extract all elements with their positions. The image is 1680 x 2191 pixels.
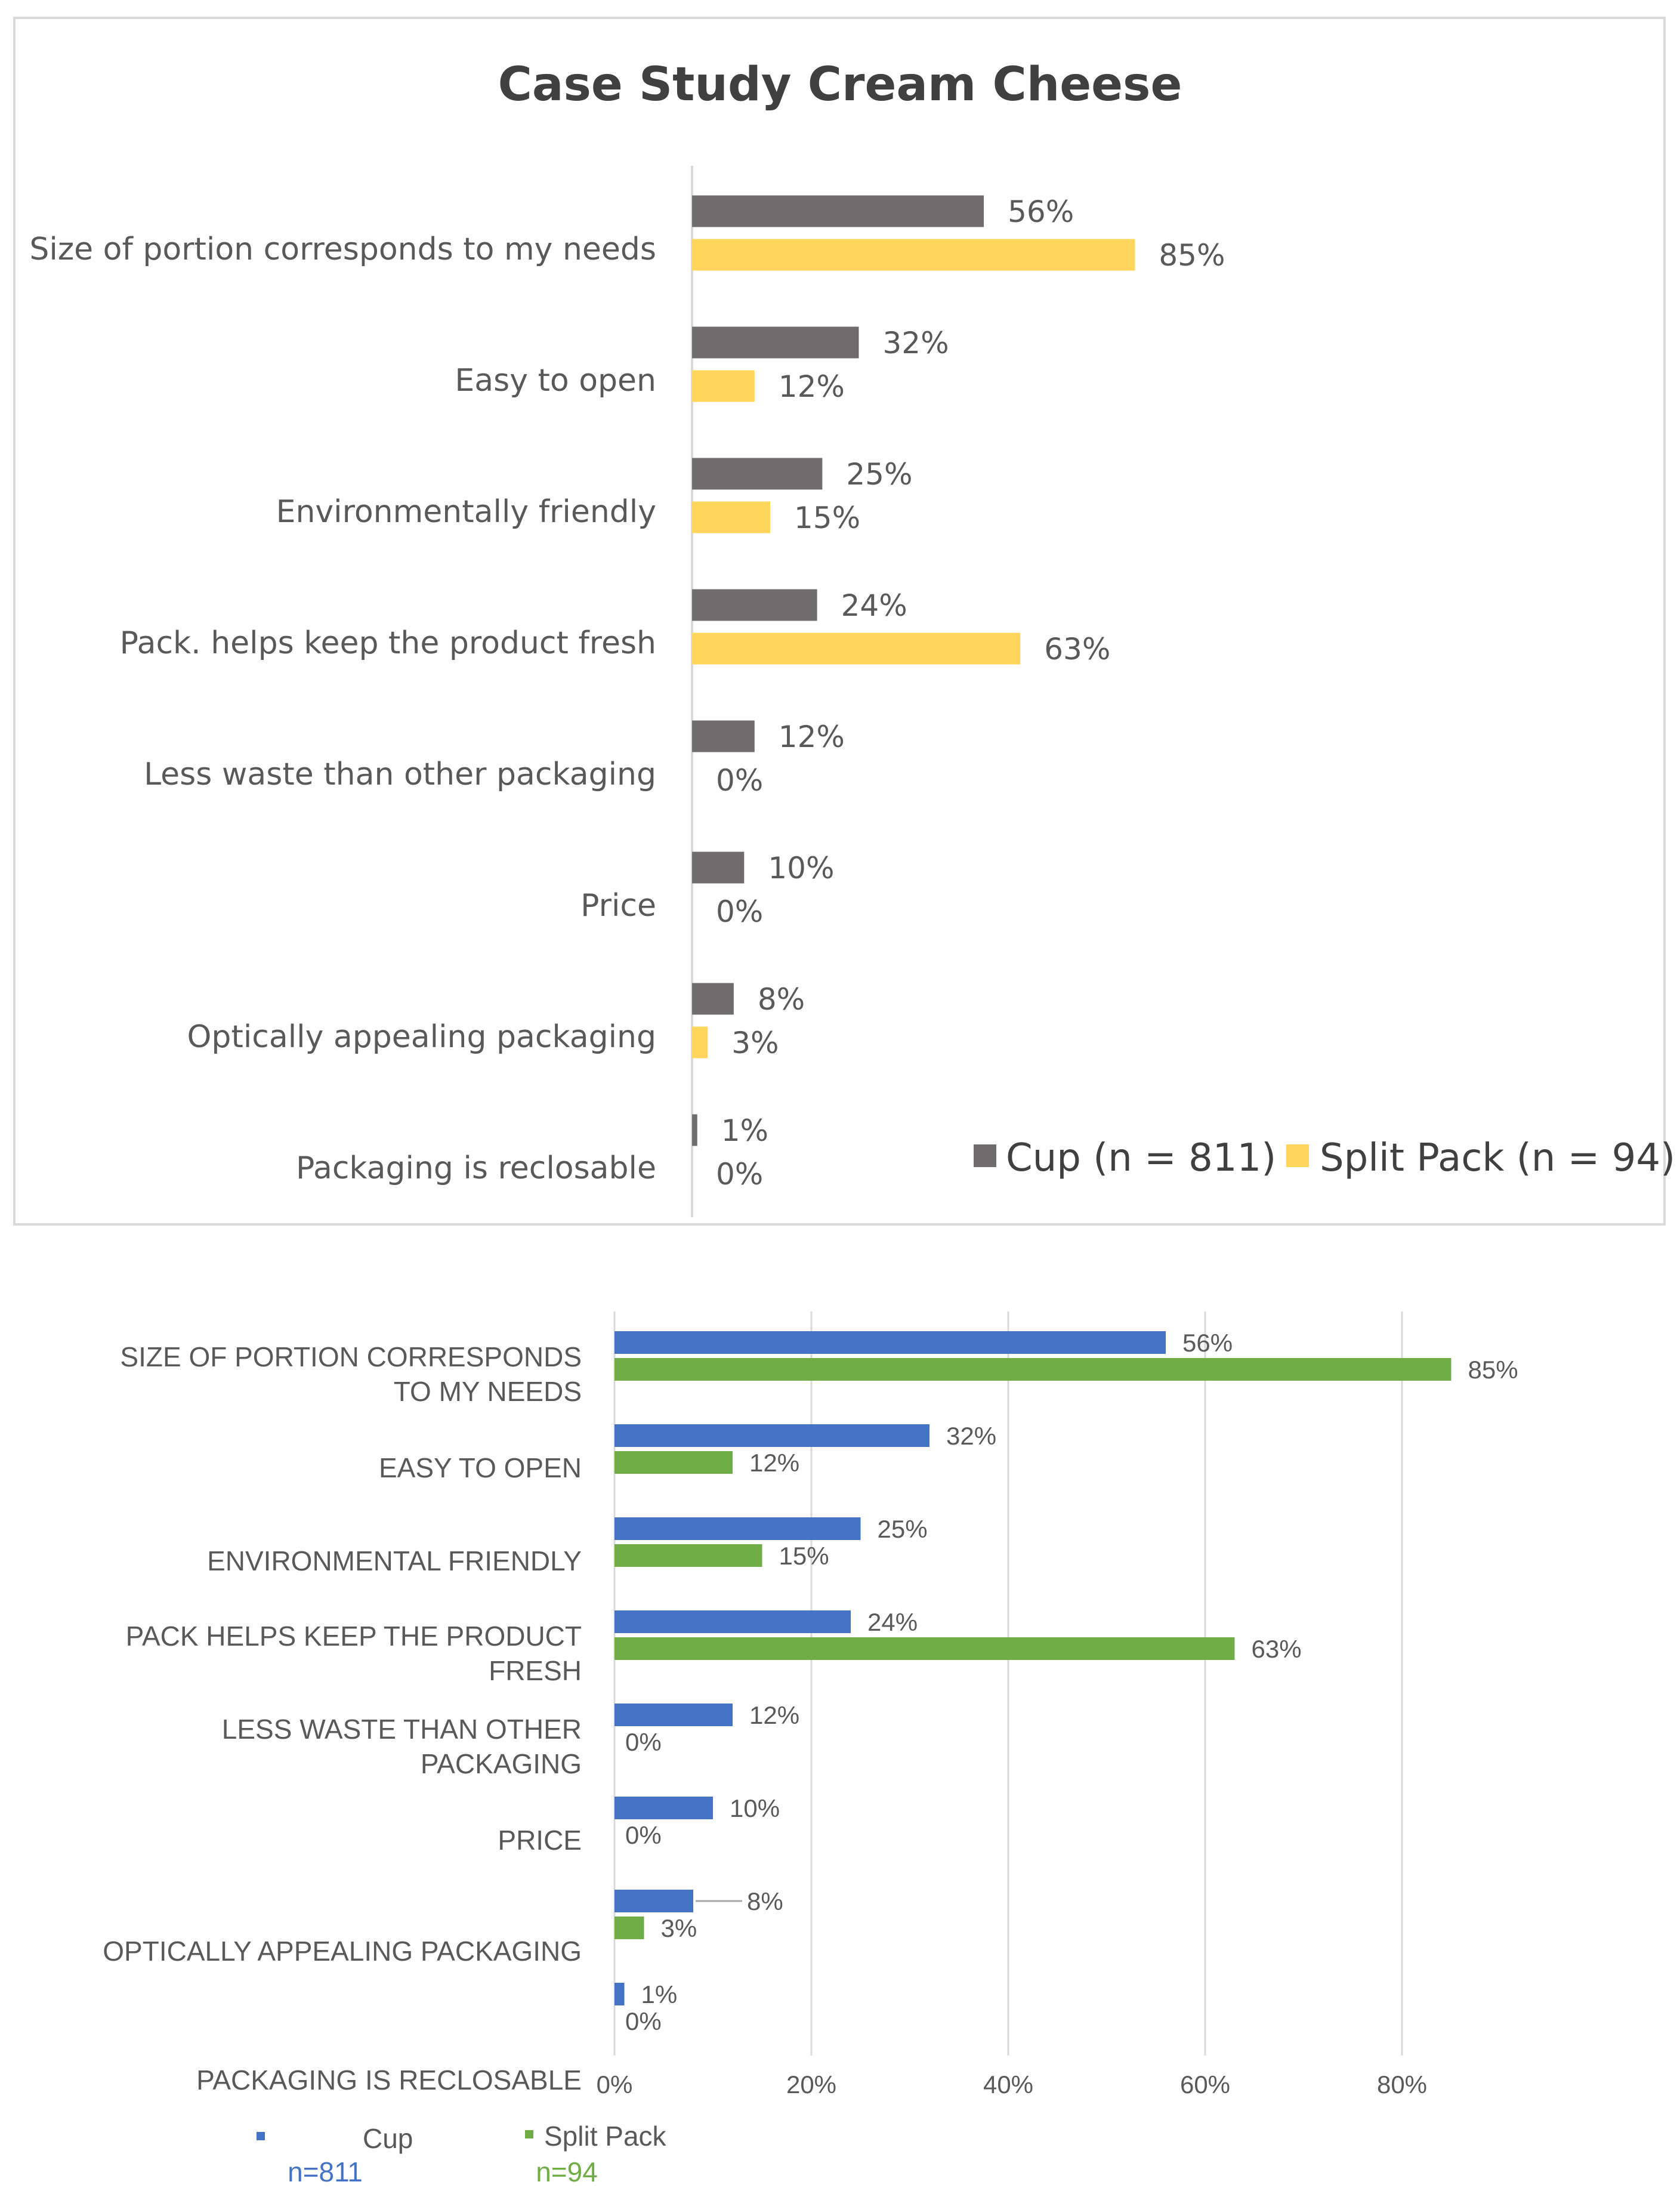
chart-1-bar-split-pack-pack-helps-keep-the-product-fresh [692, 632, 1021, 665]
chart-2-data-label-split-pack-size-of-portion-corresponds-to-my-needs: 85% [1468, 1356, 1518, 1384]
chart-1-bar-split-pack-environmentally-friendly [692, 501, 771, 533]
chart-1-bar-cup-less-waste-than-other-packaging [692, 720, 755, 752]
chart-2-data-label-cup-optically-appealing-packaging: 8% [747, 1887, 783, 1915]
chart-2-legend-swatch-cup [257, 2132, 265, 2140]
chart-2-category-label-pack-helps-keep-the-product-fresh-line-2: FRESH [489, 1655, 582, 1686]
chart-2-data-label-split-pack-less-waste-than-other-packaging: 0% [625, 1728, 662, 1756]
chart-2-data-label-split-pack-price: 0% [625, 1821, 662, 1849]
chart-2-data-label-cup-price: 10% [730, 1794, 780, 1822]
chart-1-data-label-split-pack-size-of-portion-corresponds-to-my-needs: 85% [1159, 238, 1225, 273]
chart-2-legend-label-split-pack: Split Pack [544, 2121, 667, 2152]
chart-1-data-label-cup-easy-to-open: 32% [882, 326, 949, 360]
chart-2-x-tick-0: 0% [597, 2070, 633, 2099]
chart-1-legend-label-cup: Cup (n = 811) [1006, 1136, 1276, 1180]
chart-2-category-label-pack-helps-keep-the-product-fresh: PACK HELPS KEEP THE PRODUCT [126, 1621, 582, 1652]
chart-1-bar-cup-packaging-is-reclosable [692, 1114, 697, 1146]
chart-2-data-label-split-pack-easy-to-open: 12% [749, 1449, 799, 1477]
chart-1-data-label-cup-price: 10% [768, 851, 834, 885]
chart-2-bar-cup-environmental-friendly [614, 1517, 861, 1540]
chart-1-title: Case Study Cream Cheese [498, 58, 1182, 112]
chart-2-category-label-price: PRICE [498, 1825, 582, 1856]
chart-2-x-tick-20: 20% [786, 2070, 836, 2099]
chart-1-category-label-environmentally-friendly: Environmentally friendly [276, 494, 656, 530]
chart-2-category-label-easy-to-open: EASY TO OPEN [379, 1452, 582, 1483]
chart-2-data-label-cup-easy-to-open: 32% [946, 1422, 996, 1450]
chart-2-bar-cup-price [614, 1797, 713, 1819]
chart-2-bar-cup-optically-appealing-packaging [614, 1890, 693, 1912]
chart-1-legend-label-split-pack: Split Pack (n = 94) [1320, 1136, 1675, 1180]
chart-1-category-label-optically-appealing-packaging: Optically appealing packaging [187, 1019, 657, 1055]
chart-2-data-label-cup-size-of-portion-corresponds-to-my-needs: 56% [1182, 1329, 1233, 1357]
chart-2-bar-cup-packaging-is-reclosable [614, 1983, 625, 2005]
chart-2-data-label-cup-pack-helps-keep-the-product-fresh: 24% [867, 1608, 918, 1636]
chart-2-bar-split-pack-easy-to-open [614, 1451, 733, 1474]
chart-1-bar-split-pack-optically-appealing-packaging [692, 1026, 708, 1059]
chart-2-data-label-cup-environmental-friendly: 25% [878, 1515, 928, 1543]
chart-1-category-label-easy-to-open: Easy to open [455, 363, 656, 399]
chart-2-bar-cup-size-of-portion-corresponds-to-my-needs [614, 1331, 1166, 1354]
chart-2-legend-label-cup: Cup [363, 2123, 413, 2154]
chart-1-legend-swatch-split-pack [1286, 1144, 1309, 1167]
chart-2-data-label-split-pack-optically-appealing-packaging: 3% [661, 1914, 697, 1942]
chart-2-data-label-cup-packaging-is-reclosable: 1% [641, 1980, 678, 2008]
chart-2-legend-sublabel-split-pack: n=94 [536, 2156, 598, 2187]
chart-1-data-label-split-pack-pack-helps-keep-the-product-fresh: 63% [1044, 632, 1110, 666]
chart-1-category-label-price: Price [580, 888, 656, 924]
chart-2-category-label-size-of-portion-corresponds-to-my-needs: SIZE OF PORTION CORRESPONDS [120, 1341, 582, 1372]
chart-2-bar-split-pack-optically-appealing-packaging [614, 1917, 644, 1939]
chart-1-data-label-cup-packaging-is-reclosable: 1% [721, 1113, 768, 1148]
chart-2-x-tick-40: 40% [983, 2070, 1033, 2099]
chart-1-bar-split-pack-easy-to-open [692, 370, 755, 402]
chart-2-data-label-split-pack-packaging-is-reclosable: 0% [625, 2007, 662, 2035]
chart-2-category-label-packaging-is-reclosable: PACKAGING IS RECLOSABLE [196, 2065, 582, 2096]
chart-1-data-label-split-pack-optically-appealing-packaging: 3% [731, 1026, 779, 1060]
chart-1-category-label-size-of-portion-corresponds-to-my-needs: Size of portion corresponds to my needs [29, 232, 656, 267]
chart-1-bar-cup-pack-helps-keep-the-product-fresh [692, 589, 817, 621]
chart-2-bar-split-pack-pack-helps-keep-the-product-fresh [614, 1637, 1235, 1660]
chart-1-data-label-split-pack-packaging-is-reclosable: 0% [716, 1157, 763, 1192]
chart-1-bar-split-pack-size-of-portion-corresponds-to-my-needs [692, 239, 1135, 271]
chart-1-data-label-cup-environmentally-friendly: 25% [846, 457, 912, 492]
chart-1-bar-cup-environmentally-friendly [692, 458, 823, 490]
chart-2-bar-split-pack-environmental-friendly [614, 1544, 762, 1567]
chart-1-bar-cup-size-of-portion-corresponds-to-my-needs [692, 195, 984, 227]
chart-1-data-label-split-pack-environmentally-friendly: 15% [794, 501, 860, 535]
chart-1-bar-cup-optically-appealing-packaging [692, 983, 734, 1015]
chart-1-data-label-split-pack-easy-to-open: 12% [779, 369, 845, 404]
chart-2-legend-sublabel-cup: n=811 [288, 2156, 363, 2187]
chart-2-x-tick-80: 80% [1377, 2070, 1427, 2099]
chart-2-data-label-cup-less-waste-than-other-packaging: 12% [749, 1701, 799, 1729]
chart-1-bar-cup-price [692, 851, 745, 884]
chart-2-category-label-less-waste-than-other-packaging-line-2: PACKAGING [421, 1748, 582, 1779]
chart-1-data-label-split-pack-less-waste-than-other-packaging: 0% [716, 763, 763, 798]
chart-1-legend-swatch-cup [974, 1144, 996, 1167]
chart-2-bar-split-pack-size-of-portion-corresponds-to-my-needs [614, 1358, 1452, 1381]
chart-1-bar-cup-easy-to-open [692, 326, 859, 359]
chart-1-data-label-split-pack-price: 0% [716, 894, 763, 929]
chart-1-category-label-less-waste-than-other-packaging: Less waste than other packaging [144, 757, 656, 792]
chart-1-category-label-packaging-is-reclosable: Packaging is reclosable [296, 1150, 656, 1186]
chart-2-bar-cup-pack-helps-keep-the-product-fresh [614, 1610, 851, 1633]
chart-2-legend-swatch-split-pack [525, 2130, 533, 2138]
chart-2-bar-cup-less-waste-than-other-packaging [614, 1704, 733, 1726]
chart-2-data-label-split-pack-pack-helps-keep-the-product-fresh: 63% [1252, 1635, 1302, 1663]
chart-2-bar-cup-easy-to-open [614, 1424, 929, 1447]
chart-1-data-label-cup-less-waste-than-other-packaging: 12% [779, 720, 845, 754]
chart-1-data-label-cup-pack-helps-keep-the-product-fresh: 24% [841, 588, 907, 623]
chart-2-x-tick-60: 60% [1180, 2070, 1230, 2099]
chart-1-data-label-cup-size-of-portion-corresponds-to-my-needs: 56% [1008, 195, 1074, 229]
chart-1-data-label-cup-optically-appealing-packaging: 8% [758, 982, 805, 1017]
chart-1-category-label-pack-helps-keep-the-product-fresh: Pack. helps keep the product fresh [120, 625, 656, 661]
chart-2-data-label-split-pack-environmental-friendly: 15% [779, 1542, 829, 1570]
chart-2-category-label-optically-appealing-packaging: OPTICALLY APPEALING PACKAGING [103, 1936, 582, 1967]
chart-2-category-label-environmental-friendly: ENVIRONMENTAL FRIENDLY [207, 1545, 582, 1576]
chart-2-category-label-size-of-portion-corresponds-to-my-needs-line-2: TO MY NEEDS [394, 1376, 582, 1407]
chart-2-category-label-less-waste-than-other-packaging: LESS WASTE THAN OTHER [222, 1714, 582, 1745]
